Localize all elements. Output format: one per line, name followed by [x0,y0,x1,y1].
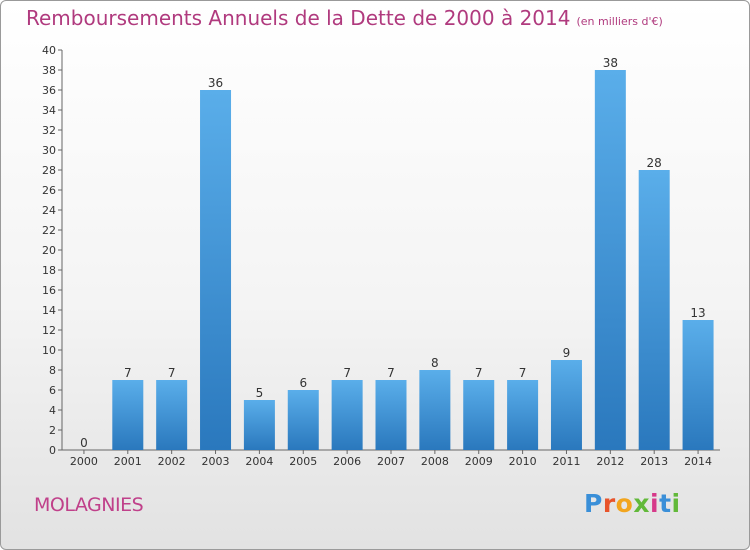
x-tick-label: 2005 [289,455,317,468]
y-tick-label: 34 [42,104,56,117]
logo-letter: o [615,489,634,518]
bar [594,70,626,450]
y-tick-label: 2 [49,424,56,437]
y-tick-label: 40 [42,44,56,57]
commune-name: MOLAGNIES [34,494,144,516]
x-tick-label: 2003 [202,455,230,468]
x-tick-label: 2011 [552,455,580,468]
y-tick-label: 24 [42,204,56,217]
y-tick-label: 14 [42,304,56,317]
y-tick-label: 30 [42,144,56,157]
bar [507,380,539,450]
bar-value-label: 28 [647,156,662,170]
logo-letter: t [659,489,672,518]
bar [463,380,495,450]
logo-letter: i [671,489,681,518]
x-tick-label: 2006 [333,455,361,468]
x-tick-label: 2013 [640,455,668,468]
logo-letter: x [633,489,650,518]
y-tick-label: 28 [42,164,56,177]
y-tick-label: 16 [42,284,56,297]
logo-letter: P [584,489,603,518]
y-tick-label: 36 [42,84,56,97]
y-tick-label: 22 [42,224,56,237]
bar-value-label: 7 [124,366,132,380]
bar [419,370,451,450]
x-tick-label: 2014 [684,455,712,468]
x-tick-label: 2000 [70,455,98,468]
chart-title: Remboursements Annuels de la Dette de 20… [26,6,663,30]
chart-value-labels: 0 7 7 36 5 6 7 7 8 7 7 9 38 28 13 [80,56,706,450]
y-tick-label: 0 [49,444,56,457]
x-tick-label: 2010 [509,455,537,468]
chart-bars [112,70,714,450]
x-tick-label: 2009 [465,455,493,468]
x-tick-label: 2002 [158,455,186,468]
bar-value-label: 7 [168,366,176,380]
bar-value-label: 9 [563,346,571,360]
bar-value-label: 0 [80,436,88,450]
y-tick-label: 12 [42,324,56,337]
bar-value-label: 36 [208,76,223,90]
x-tick-label: 2008 [421,455,449,468]
y-tick-label: 8 [49,364,56,377]
y-tick-label: 18 [42,264,56,277]
y-tick-label: 32 [42,124,56,137]
y-tick-label: 4 [49,404,56,417]
bar-value-label: 7 [475,366,483,380]
proxiti-logo: Proxiti [584,489,681,518]
bar [112,380,144,450]
bar [638,170,670,450]
bar [550,360,582,450]
bar [156,380,188,450]
x-tick-label: 2001 [114,455,142,468]
bar [682,320,714,450]
bar [200,90,232,450]
x-tick-label: 2012 [596,455,624,468]
chart-title-text: Remboursements Annuels de la Dette de 20… [26,6,571,30]
bar-value-label: 7 [343,366,351,380]
bar-value-label: 8 [431,356,439,370]
y-tick-label: 26 [42,184,56,197]
chart-subtitle: (en milliers d'€) [576,15,663,28]
bar-value-label: 7 [519,366,527,380]
bar [331,380,363,450]
y-tick-label: 10 [42,344,56,357]
logo-letter: i [650,489,660,518]
logo-letter: r [602,489,616,518]
y-tick-label: 20 [42,244,56,257]
bar-value-label: 6 [299,376,307,390]
y-tick-label: 38 [42,64,56,77]
bar-value-label: 5 [256,386,264,400]
bar-value-label: 13 [690,306,705,320]
y-tick-label: 6 [49,384,56,397]
x-tick-label: 2004 [245,455,273,468]
bar-value-label: 38 [603,56,618,70]
bar [243,400,275,450]
bar-value-label: 7 [387,366,395,380]
bar [287,390,319,450]
x-tick-label: 2007 [377,455,405,468]
bar [375,380,407,450]
